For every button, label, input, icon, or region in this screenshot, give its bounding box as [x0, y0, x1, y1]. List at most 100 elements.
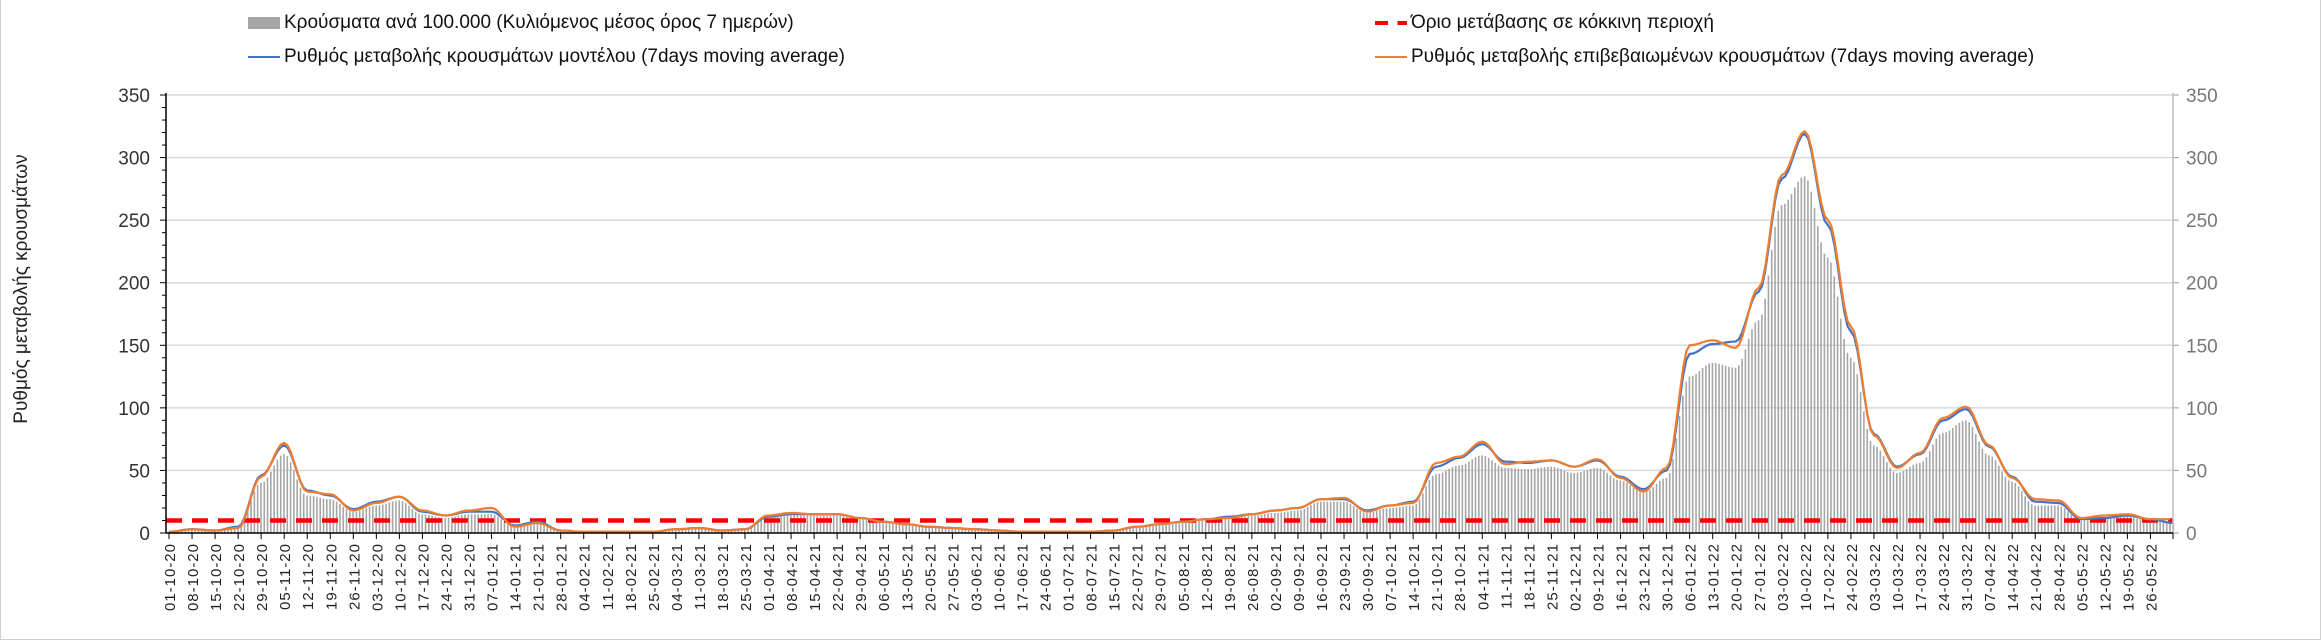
bar — [1540, 467, 1543, 533]
bar — [697, 527, 700, 533]
bar — [1942, 432, 1944, 533]
bar — [865, 519, 868, 533]
bar — [1115, 530, 1118, 533]
y-tick-label-right: 50 — [2186, 461, 2207, 482]
bar — [1955, 425, 1957, 533]
bar — [1622, 481, 1625, 533]
bar — [270, 471, 272, 533]
bar — [1471, 459, 1474, 533]
bar — [1846, 352, 1849, 533]
bar — [1734, 367, 1737, 533]
bar — [1343, 501, 1345, 533]
bar — [2156, 520, 2158, 533]
legend-item-model: Ρυθμός μεταβολής κρουσμάτων μοντέλου (7d… — [248, 46, 845, 68]
bar — [1306, 507, 1309, 533]
bar — [888, 523, 891, 533]
bar — [1863, 411, 1865, 533]
bar — [322, 498, 325, 533]
bar — [253, 491, 256, 533]
bar — [1560, 469, 1562, 533]
bar — [1793, 187, 1796, 533]
bar — [711, 529, 713, 533]
bar — [1922, 461, 1924, 533]
bar — [793, 515, 795, 533]
bar — [1451, 467, 1454, 533]
x-tick-label: 22-04-21 — [830, 543, 847, 611]
legend-dash-swatch — [1375, 21, 1407, 25]
bar — [1698, 371, 1701, 533]
bar — [1106, 530, 1108, 533]
x-tick-label: 26-05-22 — [2143, 543, 2160, 611]
bar — [776, 517, 779, 533]
x-tick-label: 18-11-21 — [1521, 543, 1538, 610]
bar — [2093, 519, 2096, 533]
bar — [1902, 471, 1905, 533]
bar — [1905, 469, 1908, 533]
bar — [773, 517, 776, 533]
y-tick-label-right: 150 — [2186, 336, 2218, 357]
bar — [2106, 519, 2109, 533]
bar — [1705, 365, 1707, 533]
bar — [1718, 363, 1720, 533]
x-tick-label: 30-12-21 — [1660, 543, 1677, 611]
bar — [727, 530, 730, 533]
bar — [1122, 529, 1125, 533]
bar — [243, 519, 246, 533]
bar — [934, 526, 937, 533]
bar — [747, 528, 749, 533]
x-tick-label: 10-03-22 — [1890, 543, 1907, 611]
bar — [1000, 530, 1003, 533]
bar — [299, 487, 302, 533]
x-tick-label: 02-12-21 — [1567, 543, 1584, 611]
bar — [1896, 472, 1898, 533]
bar — [1129, 528, 1131, 533]
bar — [1194, 521, 1197, 533]
bar — [1682, 395, 1684, 533]
legend-bar-swatch — [248, 17, 280, 29]
bar — [1830, 262, 1832, 533]
bar — [2060, 506, 2063, 533]
bar — [1724, 365, 1727, 533]
x-tick-label: 29-10-20 — [254, 543, 271, 611]
bar — [987, 530, 990, 533]
bar — [1428, 480, 1431, 533]
bar — [1649, 490, 1651, 533]
x-tick-label: 03-12-20 — [369, 543, 386, 611]
bar — [1596, 467, 1599, 533]
x-tick-label: 21-01-21 — [531, 543, 548, 611]
bar — [1109, 530, 1111, 533]
bar — [256, 485, 259, 533]
bar — [684, 528, 687, 533]
bar — [734, 529, 736, 533]
bar — [2053, 505, 2056, 533]
bar — [1843, 338, 1845, 533]
x-tick-label: 19-05-22 — [2120, 543, 2137, 611]
bar — [1405, 505, 1408, 533]
bar — [2057, 505, 2059, 533]
bar — [2021, 490, 2023, 533]
bar — [1474, 457, 1477, 533]
confirmed-line — [168, 129, 2171, 533]
bar — [309, 495, 312, 533]
bar — [556, 530, 558, 533]
bar — [325, 499, 328, 533]
bar — [760, 520, 763, 533]
bar — [1165, 525, 1167, 533]
bar — [1316, 502, 1319, 533]
bar — [1738, 365, 1740, 533]
bar — [1323, 501, 1325, 533]
bar — [477, 514, 479, 533]
bar — [1685, 381, 1687, 533]
bar — [546, 525, 549, 533]
bar — [720, 530, 723, 533]
bar — [1171, 523, 1174, 533]
bar — [1616, 479, 1618, 533]
x-tick-label: 21-10-21 — [1429, 543, 1446, 611]
bar — [1573, 472, 1576, 533]
bar — [539, 523, 542, 533]
bar — [1185, 522, 1187, 533]
bar — [1570, 472, 1572, 533]
bar — [1138, 527, 1141, 533]
x-tick-label: 27-05-21 — [945, 543, 962, 611]
x-tick-label: 20-01-22 — [1729, 543, 1746, 611]
